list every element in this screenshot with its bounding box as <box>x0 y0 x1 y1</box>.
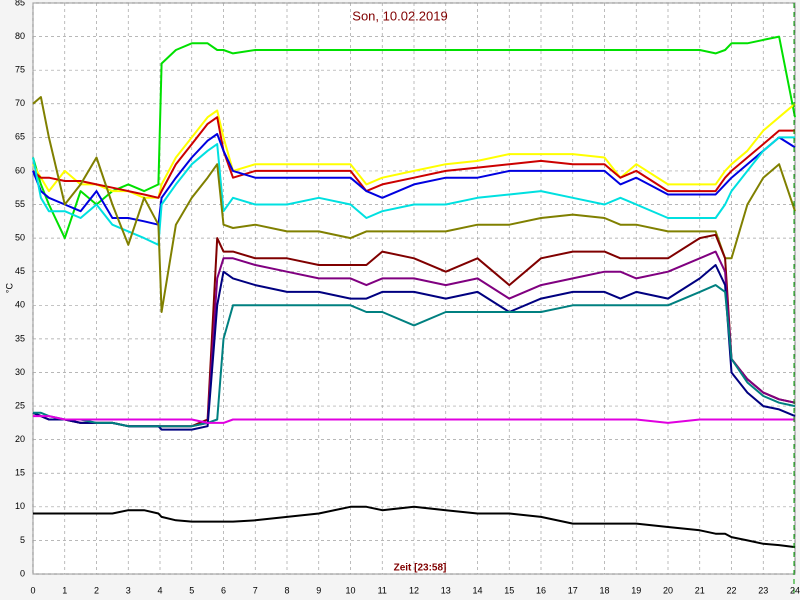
y-tick-label: 0 <box>20 568 25 578</box>
series-line <box>32 133 796 226</box>
x-tick-label: 1 <box>62 585 67 595</box>
x-tick-label: 8 <box>284 585 289 595</box>
x-tick-label: 17 <box>568 585 578 595</box>
series-line <box>33 415 795 424</box>
x-tick-label: 16 <box>536 585 546 595</box>
y-tick-label: 5 <box>20 535 25 545</box>
y-tick-label: 15 <box>15 468 25 478</box>
x-tick-label: 20 <box>663 585 673 595</box>
y-tick-label: 60 <box>15 165 25 175</box>
x-tick-label: 7 <box>253 585 258 595</box>
x-tick-label: 11 <box>378 585 387 595</box>
series-line <box>33 284 796 428</box>
y-tick-label: 75 <box>15 65 25 75</box>
y-tick-label: 30 <box>15 367 25 377</box>
x-tick-label: 9 <box>316 585 321 595</box>
y-tick-label: 35 <box>15 333 25 343</box>
series-line <box>32 35 796 240</box>
x-tick-label: 22 <box>726 585 736 595</box>
x-tick-label: 18 <box>599 585 609 595</box>
x-tick-label: 3 <box>126 585 131 595</box>
lines <box>32 35 796 549</box>
y-tick-label: 50 <box>15 232 25 242</box>
x-tick-label: 6 <box>221 585 226 595</box>
y-tick-label: 40 <box>15 300 25 310</box>
x-tick-label: 24 <box>790 585 800 595</box>
y-tick-label: 80 <box>15 31 25 41</box>
x-tick-label: 14 <box>472 585 482 595</box>
series-line <box>32 103 796 199</box>
series-line <box>32 96 796 313</box>
y-tick-label: 65 <box>15 132 25 142</box>
x-tick-label: 15 <box>504 585 514 595</box>
y-tick-label: 25 <box>15 400 25 410</box>
x-tick-label: 13 <box>441 585 451 595</box>
x-tick-label: 10 <box>345 585 355 595</box>
x-tick-label: 2 <box>94 585 99 595</box>
x-tick-label: 21 <box>695 585 705 595</box>
y-tick-label: 10 <box>15 501 25 511</box>
series-line <box>32 116 795 199</box>
series-line <box>33 505 796 549</box>
y-axis-label: °C <box>4 282 14 293</box>
x-tick-label: 19 <box>631 585 641 595</box>
chart-title: Son, 10.02.2019 <box>352 8 447 23</box>
y-tick-label: 55 <box>15 199 25 209</box>
x-tick-label: 0 <box>30 585 35 595</box>
x-tick-label: 4 <box>157 585 162 595</box>
x-tick-label: 5 <box>189 585 194 595</box>
y-tick-label: 85 <box>15 0 25 7</box>
x-axis-label: Zeit [23:58] <box>394 563 447 574</box>
y-tick-label: 45 <box>15 266 25 276</box>
x-tick-label: 12 <box>409 585 419 595</box>
x-tick-label: 23 <box>758 585 768 595</box>
y-tick-label: 70 <box>15 98 25 108</box>
y-tick-label: 20 <box>15 434 25 444</box>
